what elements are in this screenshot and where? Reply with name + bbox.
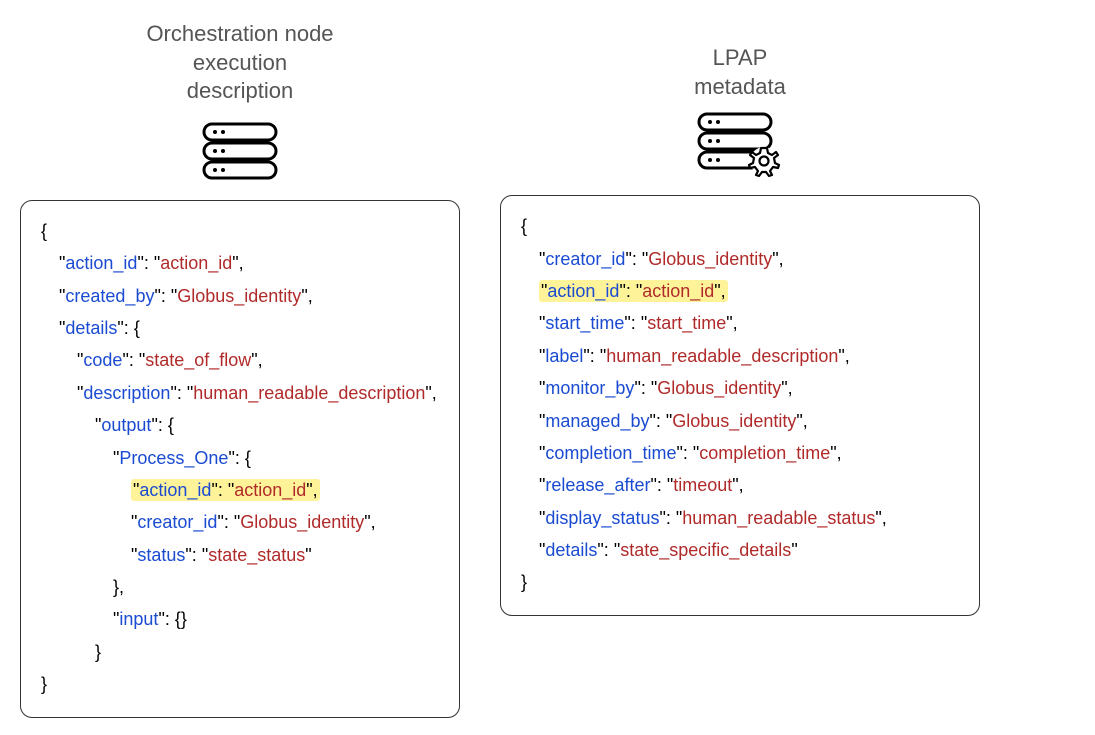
- line-input: "input": {}: [41, 603, 439, 635]
- left-codebox: { "action_id": "action_id", "created_by"…: [20, 200, 460, 718]
- diagram-container: Orchestration node execution description…: [20, 20, 1075, 718]
- left-icon-wrap: [201, 116, 279, 186]
- line-r-label: "label": "human_readable_description",: [521, 340, 959, 372]
- line-r-action-id: "action_id": "action_id",: [521, 275, 959, 307]
- line-details: "details": {: [41, 312, 439, 344]
- left-title-line3: description: [187, 78, 293, 103]
- highlight-right: "action_id": "action_id",: [539, 280, 728, 302]
- left-column: Orchestration node execution description…: [20, 20, 460, 718]
- line-r-details: "details": "state_specific_details": [521, 534, 959, 566]
- left-title: Orchestration node execution description: [146, 20, 333, 106]
- right-icon-wrap: [696, 111, 784, 181]
- line-r-display-status: "display_status": "human_readable_status…: [521, 502, 959, 534]
- line-process-one: "Process_One": {: [41, 442, 439, 474]
- line-action-id: "action_id": "action_id",: [41, 247, 439, 279]
- brace-close: }: [41, 668, 439, 700]
- close-process-one: },: [41, 571, 439, 603]
- line-po-status: "status": "state_status": [41, 539, 439, 571]
- brace-open-r: {: [521, 210, 959, 242]
- right-column: LPAP metadata { "creator_id": "Gl: [500, 44, 980, 616]
- server-gear-icon: [696, 111, 784, 181]
- close-output: }: [41, 636, 439, 668]
- left-title-line1: Orchestration node: [146, 21, 333, 46]
- brace-open: {: [41, 215, 439, 247]
- highlight-left: "action_id": "action_id",: [131, 479, 320, 501]
- line-r-release-after: "release_after": "timeout",: [521, 469, 959, 501]
- brace-close-r: }: [521, 566, 959, 598]
- right-title-line1: LPAP: [713, 45, 768, 70]
- line-r-monitor-by: "monitor_by": "Globus_identity",: [521, 372, 959, 404]
- line-r-managed-by: "managed_by": "Globus_identity",: [521, 405, 959, 437]
- right-title-line2: metadata: [694, 74, 786, 99]
- right-title: LPAP metadata: [694, 44, 786, 101]
- left-title-line2: execution: [193, 50, 287, 75]
- line-created-by: "created_by": "Globus_identity",: [41, 280, 439, 312]
- line-output: "output": {: [41, 409, 439, 441]
- server-stack-icon: [201, 121, 279, 181]
- line-r-completion-time: "completion_time": "completion_time",: [521, 437, 959, 469]
- line-po-creator-id: "creator_id": "Globus_identity",: [41, 506, 439, 538]
- right-codebox: { "creator_id": "Globus_identity", "acti…: [500, 195, 980, 616]
- line-r-start-time: "start_time": "start_time",: [521, 307, 959, 339]
- line-description: "description": "human_readable_descripti…: [41, 377, 439, 409]
- line-r-creator-id: "creator_id": "Globus_identity",: [521, 243, 959, 275]
- line-po-action-id: "action_id": "action_id",: [41, 474, 439, 506]
- line-code: "code": "state_of_flow",: [41, 344, 439, 376]
